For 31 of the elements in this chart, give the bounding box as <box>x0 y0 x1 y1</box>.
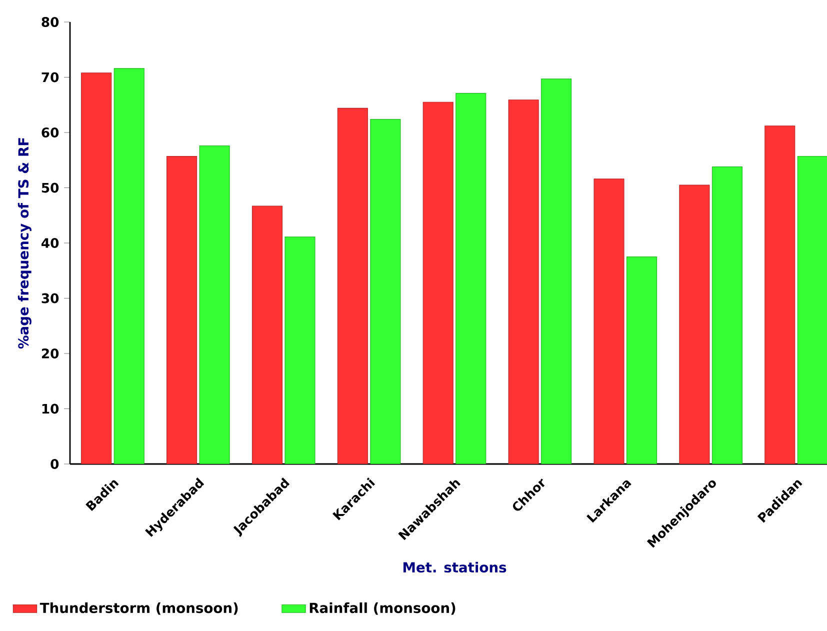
bar <box>764 126 796 464</box>
bar <box>81 72 112 464</box>
y-tick-label: 0 <box>50 459 59 469</box>
y-tick-label: 30 <box>42 293 59 304</box>
bar <box>166 156 198 464</box>
bar <box>797 156 827 464</box>
legend-label: Rainfall (monsoon) <box>310 602 456 615</box>
bar <box>199 145 230 464</box>
y-tick-label: 20 <box>42 348 59 358</box>
bar <box>252 206 283 464</box>
x-axis-title: Met. stations <box>403 562 506 573</box>
y-tick-label: 40 <box>42 238 59 248</box>
bar <box>594 178 624 464</box>
y-tick-label: 60 <box>42 128 59 138</box>
bar <box>370 118 401 464</box>
bar <box>114 68 144 464</box>
bar <box>712 166 742 464</box>
legend-label: Thunderstorm (monsoon) <box>40 602 238 615</box>
y-tick-label: 50 <box>42 182 59 193</box>
bar <box>541 78 572 464</box>
bar <box>284 236 316 464</box>
bar <box>456 93 486 464</box>
bar <box>337 108 368 464</box>
bar <box>679 184 710 464</box>
y-axis-title: %age frequency of TS & RF <box>18 138 32 349</box>
y-tick-label: 80 <box>42 17 59 27</box>
y-tick-label: 70 <box>42 72 59 82</box>
y-tick-label: 10 <box>42 404 59 414</box>
bar <box>508 100 539 464</box>
bar <box>422 102 454 464</box>
bar <box>626 256 658 464</box>
